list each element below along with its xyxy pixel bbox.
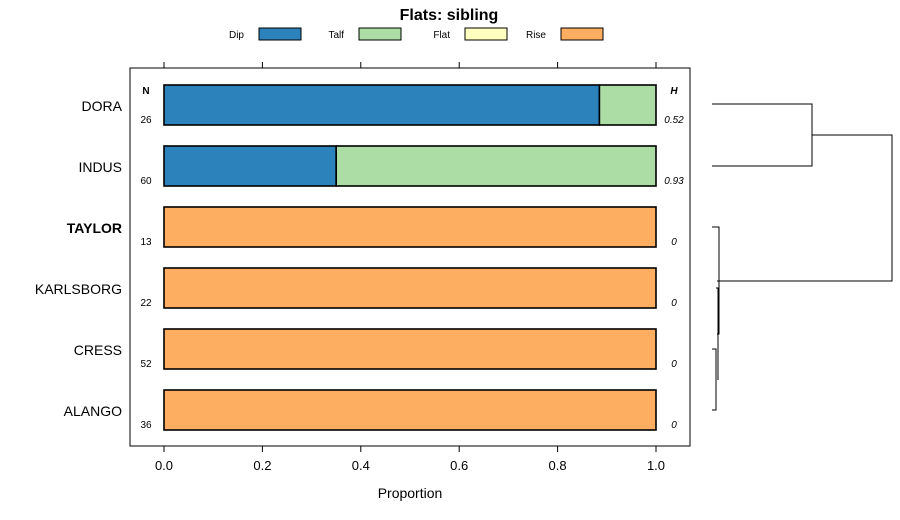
dendrogram (712, 103, 893, 411)
legend-swatch-rise (560, 27, 604, 41)
dendrogram-branch-karlsborg (716, 287, 719, 380)
axes: 0.0 0.2 0.4 0.6 0.8 1.0 (155, 62, 665, 473)
row-label-indus: INDUS (78, 159, 122, 175)
bar-segment-indus-dip (163, 145, 337, 187)
row-label-cress: CRESS (74, 342, 122, 358)
n-value-alango: 36 (140, 420, 152, 431)
legend-label-rise: Rise (526, 30, 546, 41)
legend-label-dip: Dip (229, 30, 244, 41)
x-tick-label: 0.0 (155, 458, 173, 473)
plot-frame (129, 67, 691, 447)
legend-swatch-talf (358, 27, 402, 41)
legend: Dip Talf Flat Rise (229, 27, 604, 41)
dendrogram-branch-dora-indus (712, 103, 813, 167)
h-value-dora: 0.52 (664, 115, 684, 126)
bar-segment-taylor-rise (163, 206, 657, 248)
n-value-karlsborg: 22 (140, 298, 152, 309)
h-value-alango: 0 (671, 420, 677, 431)
x-axis-label: Proportion (378, 485, 443, 501)
n-value-dora: 26 (140, 115, 152, 126)
bars (163, 84, 657, 431)
h-value-karlsborg: 0 (671, 298, 677, 309)
h-value-cress: 0 (671, 359, 677, 370)
row-labels: DORA 26 0.52 INDUS 60 0.93 TAYLOR 13 0 KARLSBORG 2… (35, 98, 684, 431)
h-header: H (670, 86, 678, 97)
row-label-alango: ALANGO (64, 403, 122, 419)
n-value-taylor: 13 (140, 237, 152, 248)
row-label-taylor: TAYLOR (67, 220, 122, 236)
n-value-indus: 60 (140, 176, 152, 187)
h-value-indus: 0.93 (664, 176, 684, 187)
n-header: N (142, 86, 149, 97)
bar-segment-indus-talf (335, 145, 657, 187)
dendrogram-branch-cress-alango (712, 348, 717, 411)
x-tick-label: 0.8 (549, 458, 567, 473)
n-value-cress: 52 (140, 359, 152, 370)
x-tick-label: 1.0 (647, 458, 665, 473)
legend-label-flat: Flat (433, 30, 450, 41)
bar-segment-karlsborg-rise (163, 267, 657, 309)
h-value-taylor: 0 (671, 237, 677, 248)
bar-segment-dora-dip (163, 84, 601, 126)
legend-swatch-dip (258, 27, 302, 41)
legend-swatch-flat (464, 27, 508, 41)
row-label-karlsborg: KARLSBORG (35, 281, 122, 297)
x-tick-label: 0.4 (352, 458, 370, 473)
row-label-dora: DORA (82, 98, 123, 114)
bar-segment-cress-rise (163, 328, 657, 370)
legend-label-talf: Talf (328, 30, 344, 41)
bar-segment-alango-rise (163, 389, 657, 431)
x-tick-label: 0.2 (253, 458, 271, 473)
chart-title: Flats: sibling (400, 7, 499, 24)
dendrogram-branch-top-join (717, 134, 893, 282)
x-tick-label: 0.6 (450, 458, 468, 473)
bar-segment-dora-talf (598, 84, 657, 126)
